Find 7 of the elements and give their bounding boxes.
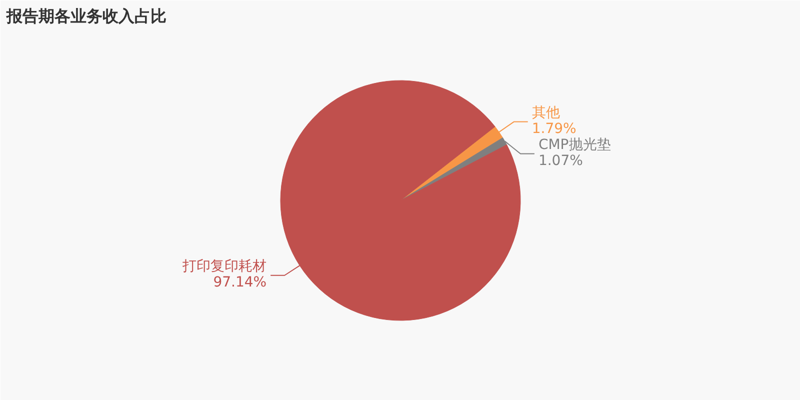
data-label: 1.07%	[538, 152, 583, 169]
data-label: 97.14%	[213, 274, 267, 290]
slice-label: 打印复印耗材	[182, 258, 267, 274]
data-label: 1.79%	[532, 120, 576, 137]
slice-label: CMP抛光垫	[538, 136, 611, 153]
slice-label: 其他	[532, 104, 560, 121]
chart-title: 报告期各业务收入占比	[6, 6, 166, 26]
